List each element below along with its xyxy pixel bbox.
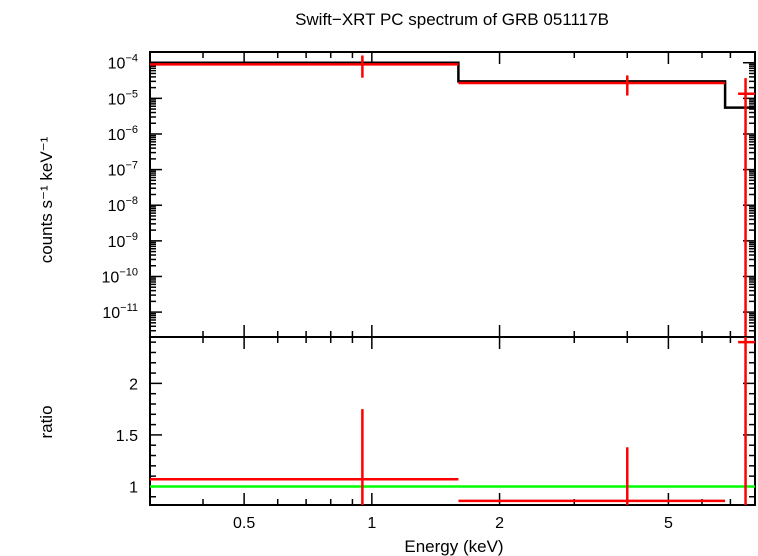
x-tick-label: 2 <box>495 515 504 532</box>
spectrum-y-tick-label: 10−6 <box>108 124 138 144</box>
ratio-panel-frame <box>149 336 756 506</box>
x-tick-label: 0.5 <box>233 515 255 532</box>
ratio-y-tick-label: 2 <box>129 376 138 393</box>
x-axis-label: Energy (keV) <box>404 537 503 556</box>
spectrum-y-tick-label: 10−11 <box>102 302 138 322</box>
spectrum-y-tick-label: 10−8 <box>108 195 138 215</box>
chart-title: Swift−XRT PC spectrum of GRB 051117B <box>295 10 609 29</box>
spectrum-y-tick-label: 10−10 <box>102 266 138 286</box>
ratio-y-tick-label: 1 <box>129 479 138 496</box>
x-tick-label: 5 <box>664 515 673 532</box>
ratio-y-tick-label: 1.5 <box>116 428 138 445</box>
x-tick-label: 1 <box>367 515 376 532</box>
spectrum-y-tick-label: 10−4 <box>108 53 138 73</box>
model-step-line <box>150 61 755 109</box>
spectrum-y-tick-label: 10−7 <box>108 160 138 180</box>
ratio-panel: 1 1.5 2 0.5 1 2 5 <box>116 336 756 532</box>
top-panel-y-axis-label: counts s⁻¹ keV⁻¹ <box>37 136 56 263</box>
spectrum-panel: 10−4 10−5 10−6 10−7 10−8 10−9 10−10 10−11 <box>102 51 756 338</box>
bottom-panel-y-axis-label: ratio <box>37 405 56 438</box>
spectrum-y-tick-label: 10−5 <box>108 88 138 108</box>
spectrum-y-tick-label: 10−9 <box>108 231 138 251</box>
